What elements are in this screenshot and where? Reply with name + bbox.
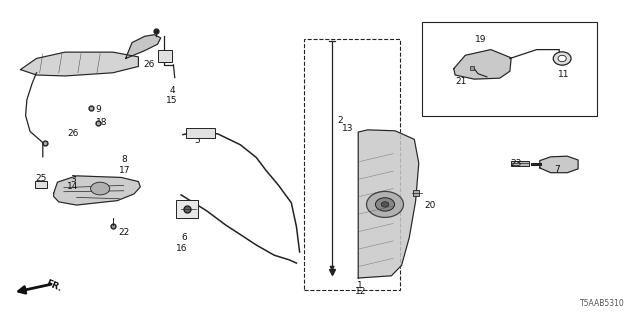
Text: 22: 22 (118, 228, 129, 237)
Text: 1: 1 (357, 281, 363, 290)
Ellipse shape (558, 55, 566, 62)
Polygon shape (540, 156, 578, 173)
Ellipse shape (91, 182, 109, 195)
Text: 21: 21 (456, 77, 467, 86)
Text: 13: 13 (342, 124, 353, 133)
Text: 20: 20 (424, 201, 435, 210)
Text: 5: 5 (195, 136, 200, 146)
Text: 26: 26 (67, 129, 79, 138)
Text: 6: 6 (181, 233, 187, 242)
Text: 2: 2 (337, 116, 343, 125)
Ellipse shape (381, 202, 389, 207)
Ellipse shape (553, 52, 571, 65)
Text: T5AAB5310: T5AAB5310 (580, 299, 625, 308)
Polygon shape (20, 52, 138, 76)
Text: 26: 26 (143, 60, 155, 69)
Bar (186, 128, 215, 138)
Bar (35, 181, 47, 188)
Bar (158, 50, 172, 62)
Text: 15: 15 (166, 96, 178, 105)
Bar (511, 161, 529, 166)
Text: 25: 25 (35, 174, 47, 183)
Text: 7: 7 (554, 165, 560, 174)
Text: 14: 14 (67, 182, 79, 191)
Bar (176, 200, 198, 218)
Text: 9: 9 (95, 105, 101, 114)
Bar (304, 39, 399, 290)
Text: 17: 17 (118, 166, 130, 175)
Polygon shape (54, 176, 140, 205)
Ellipse shape (376, 198, 394, 211)
Text: 16: 16 (176, 244, 188, 253)
Text: FR.: FR. (45, 279, 63, 293)
Text: 8: 8 (122, 155, 127, 164)
Polygon shape (454, 50, 511, 79)
Text: 3: 3 (70, 174, 76, 184)
Text: 12: 12 (355, 286, 366, 295)
Bar (422, 22, 597, 116)
Text: 11: 11 (557, 70, 569, 79)
Text: 18: 18 (96, 118, 107, 127)
Text: 4: 4 (170, 86, 175, 95)
Text: 19: 19 (475, 35, 486, 44)
Text: 23: 23 (511, 159, 522, 168)
Ellipse shape (367, 191, 403, 217)
Polygon shape (358, 130, 419, 278)
Text: 24: 24 (182, 204, 193, 213)
Polygon shape (125, 35, 161, 59)
